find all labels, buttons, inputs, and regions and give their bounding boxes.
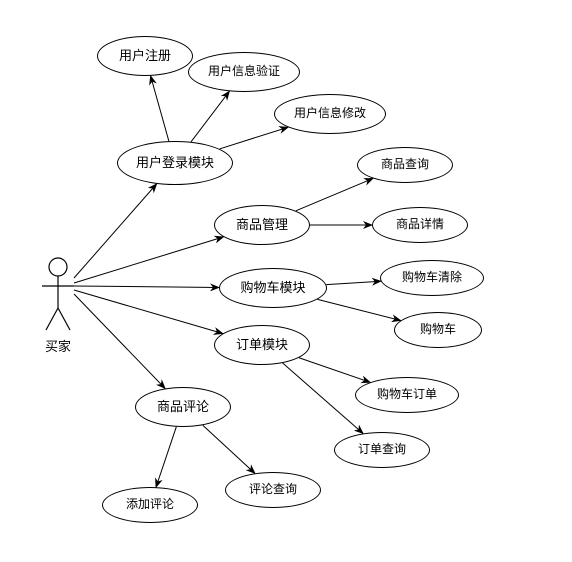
edge bbox=[74, 184, 157, 278]
edge bbox=[220, 127, 289, 149]
edge bbox=[299, 358, 370, 383]
usecase-label: 购物车 bbox=[420, 323, 456, 336]
usecase-n_cartclear: 购物车清除 bbox=[380, 260, 484, 296]
usecase-n_register: 用户注册 bbox=[97, 36, 193, 76]
edge bbox=[74, 294, 165, 388]
usecase-n_gdetail: 商品详情 bbox=[372, 207, 468, 243]
usecase-label: 用户注册 bbox=[119, 49, 171, 63]
usecase-label: 用户登录模块 bbox=[136, 156, 214, 170]
edge bbox=[74, 290, 223, 334]
edge bbox=[283, 363, 363, 433]
usecase-label: 订单查询 bbox=[358, 443, 406, 456]
usecase-label: 商品详情 bbox=[396, 218, 444, 231]
edge bbox=[151, 76, 169, 141]
edge bbox=[74, 286, 219, 287]
usecase-diagram: 用户注册用户信息验证用户信息修改用户登录模块商品管理商品查询商品详情购物车模块购… bbox=[0, 0, 572, 562]
usecase-label: 添加评论 bbox=[126, 498, 174, 511]
usecase-n_addrev: 添加评论 bbox=[102, 487, 198, 523]
usecase-n_login: 用户登录模块 bbox=[117, 141, 233, 185]
edge bbox=[74, 237, 223, 283]
actor-label-text: 买家 bbox=[45, 339, 71, 354]
usecase-n_review: 商品评论 bbox=[135, 387, 231, 427]
usecase-n_revq: 评论查询 bbox=[225, 472, 321, 508]
usecase-n_cart: 购物车 bbox=[394, 312, 482, 348]
usecase-label: 用户信息验证 bbox=[208, 65, 280, 78]
edge bbox=[296, 178, 373, 210]
usecase-label: 商品评论 bbox=[157, 400, 209, 414]
usecase-label: 购物车清除 bbox=[402, 271, 462, 284]
usecase-label: 购物车模块 bbox=[240, 281, 305, 295]
usecase-n_ordermod: 订单模块 bbox=[214, 325, 310, 365]
usecase-n_orderq: 订单查询 bbox=[334, 432, 430, 468]
edge bbox=[318, 299, 401, 320]
usecase-n_cartmod: 购物车模块 bbox=[219, 268, 327, 308]
edge bbox=[191, 91, 229, 142]
usecase-label: 用户信息修改 bbox=[294, 107, 366, 120]
usecase-n_cartorder: 购物车订单 bbox=[355, 377, 459, 413]
usecase-label: 评论查询 bbox=[249, 483, 297, 496]
edge bbox=[203, 425, 255, 473]
usecase-label: 订单模块 bbox=[236, 338, 288, 352]
usecase-n_verify: 用户信息验证 bbox=[188, 52, 300, 92]
edge bbox=[156, 427, 176, 487]
edge bbox=[326, 281, 381, 284]
actor-label: 买家 bbox=[45, 336, 71, 355]
usecase-label: 购物车订单 bbox=[377, 388, 437, 401]
usecase-n_goods: 商品管理 bbox=[214, 205, 310, 245]
usecase-label: 商品查询 bbox=[381, 158, 429, 171]
usecase-label: 商品管理 bbox=[236, 218, 288, 232]
usecase-n_gquery: 商品查询 bbox=[357, 147, 453, 183]
usecase-n_modify: 用户信息修改 bbox=[274, 94, 386, 134]
